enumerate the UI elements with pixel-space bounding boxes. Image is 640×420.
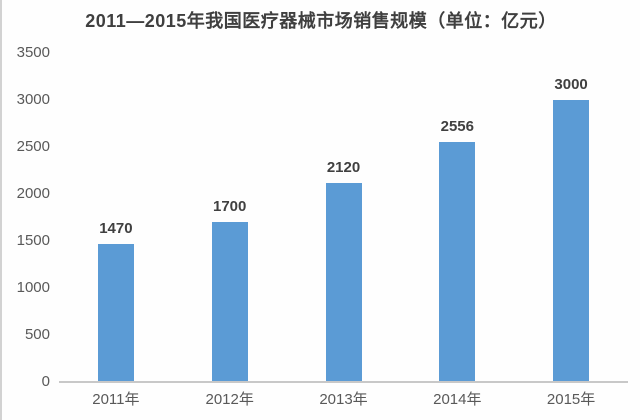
bar-2015年	[553, 100, 590, 382]
y-tick-label: 3500	[16, 44, 50, 61]
bar-2014年	[439, 142, 476, 382]
bar-value-label: 1700	[213, 198, 247, 215]
y-tick-label: 2000	[16, 185, 50, 202]
y-tick-label: 500	[24, 326, 50, 343]
bar-2012年	[211, 222, 248, 382]
bar-2013年	[325, 183, 362, 382]
bar-2011年	[97, 244, 134, 382]
y-tick-label: 0	[41, 373, 50, 390]
x-tick-label: 2015年	[546, 391, 596, 408]
x-tick-label: 2011年	[92, 391, 140, 408]
bar-value-label: 1470	[99, 220, 133, 237]
x-tick-label: 2013年	[319, 391, 368, 408]
y-tick-label: 1500	[16, 232, 50, 249]
x-axis-line	[59, 381, 628, 383]
y-tick-label: 2500	[16, 138, 50, 155]
chart-title: 2011—2015年我国医疗器械市场销售规模（单位：亿元）	[85, 11, 557, 31]
y-tick-label: 3000	[16, 91, 50, 108]
bar-value-label: 2120	[326, 159, 361, 176]
x-tick-label: 2014年	[433, 391, 482, 408]
y-tick-label: 1000	[16, 279, 50, 296]
x-tick-label: 2012年	[205, 391, 254, 408]
bar-value-label: 3000	[554, 76, 588, 93]
bar-value-label: 2556	[440, 118, 474, 135]
